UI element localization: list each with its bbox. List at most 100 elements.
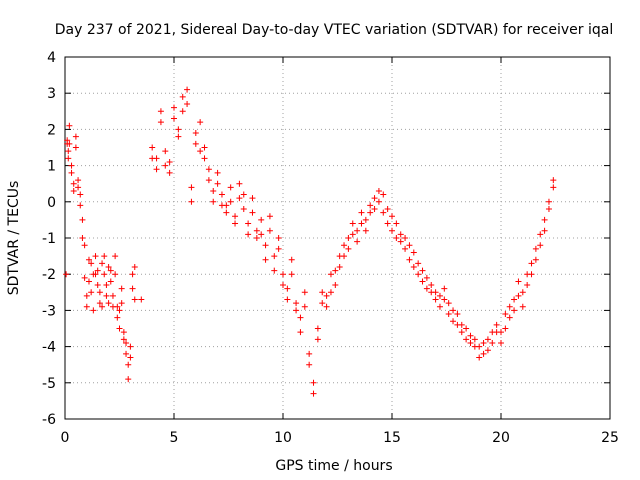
x-tick-label: 25 <box>601 430 619 446</box>
data-point <box>336 263 343 270</box>
y-tick-label: 0 <box>47 195 56 211</box>
data-point <box>489 329 496 336</box>
data-point <box>171 104 177 111</box>
y-tick-label: -2 <box>42 267 56 283</box>
data-point <box>253 235 260 241</box>
data-point <box>284 296 291 303</box>
data-point <box>524 271 531 278</box>
data-point <box>116 325 123 332</box>
data-point <box>450 318 457 325</box>
data-point <box>428 282 435 289</box>
data-point <box>245 231 252 238</box>
data-point <box>402 245 409 252</box>
data-point <box>502 311 509 318</box>
data-point <box>109 292 116 299</box>
data-point <box>511 307 518 314</box>
data-point <box>68 162 75 169</box>
data-point <box>284 285 291 292</box>
data-point <box>410 249 417 256</box>
data-point <box>105 300 112 307</box>
data-point <box>349 231 356 238</box>
axis-ticks <box>64 56 611 420</box>
data-point <box>506 314 513 321</box>
data-point <box>123 339 130 346</box>
data-point <box>162 148 169 155</box>
data-point <box>389 227 395 234</box>
data-point <box>131 296 138 303</box>
data-point <box>432 296 439 303</box>
data-point <box>436 303 443 310</box>
data-point <box>253 227 260 234</box>
y-tick-label: -4 <box>42 340 56 356</box>
data-point <box>157 119 164 126</box>
data-point <box>467 339 474 346</box>
data-point <box>515 278 522 285</box>
data-point <box>79 235 86 241</box>
data-point <box>127 343 134 350</box>
y-tick-label: 2 <box>47 122 56 138</box>
data-point <box>314 325 321 332</box>
data-point <box>380 209 387 216</box>
x-tick-labels: 0 5 10 15 20 25 <box>61 430 619 446</box>
data-point <box>306 361 313 368</box>
data-point <box>266 213 273 220</box>
data-point <box>532 245 539 252</box>
data-point <box>81 274 88 281</box>
data-point <box>66 140 73 147</box>
data-point <box>107 267 114 274</box>
data-point <box>210 187 217 194</box>
data-point <box>389 213 395 220</box>
data-point <box>362 216 369 223</box>
data-point <box>72 133 79 140</box>
data-point <box>65 155 72 162</box>
data-point <box>77 202 84 209</box>
data-point <box>384 220 391 227</box>
data-point <box>480 350 487 357</box>
y-tick-label: 3 <box>47 86 56 102</box>
data-point <box>323 292 330 299</box>
data-point <box>297 329 304 336</box>
data-point <box>415 260 422 267</box>
data-point <box>519 289 526 296</box>
data-point <box>489 339 496 346</box>
data-point <box>545 206 552 213</box>
data-point <box>129 285 136 292</box>
data-point <box>262 256 269 263</box>
data-point <box>125 376 132 383</box>
data-point <box>105 263 112 270</box>
data-point <box>153 166 160 173</box>
y-axis-label: SDTVAR / TECUs <box>6 181 22 296</box>
data-point <box>138 296 145 303</box>
data-point <box>484 347 491 354</box>
data-point <box>393 220 400 227</box>
data-point <box>166 158 173 165</box>
data-point <box>327 289 334 296</box>
data-point <box>428 289 435 296</box>
data-point <box>88 289 95 296</box>
data-point <box>406 256 413 263</box>
data-point <box>210 198 217 205</box>
data-point <box>101 271 108 278</box>
data-point <box>245 220 252 227</box>
data-point <box>450 307 457 314</box>
data-point <box>236 195 243 202</box>
data-markers <box>63 86 557 397</box>
data-point <box>423 274 430 281</box>
data-point <box>79 216 86 223</box>
data-point <box>240 191 247 198</box>
x-tick-label: 5 <box>170 430 179 446</box>
x-tick-label: 10 <box>274 430 292 446</box>
data-point <box>550 177 557 184</box>
data-point <box>515 292 522 299</box>
data-point <box>107 278 114 285</box>
x-tick-label: 15 <box>383 430 401 446</box>
data-point <box>120 336 127 343</box>
y-tick-label: -1 <box>42 231 56 247</box>
data-point <box>354 227 361 234</box>
data-point <box>112 271 119 278</box>
data-point <box>319 289 326 296</box>
data-point <box>205 177 212 184</box>
data-point <box>524 282 531 289</box>
data-point <box>375 198 382 205</box>
y-tick-label: 4 <box>47 50 56 66</box>
